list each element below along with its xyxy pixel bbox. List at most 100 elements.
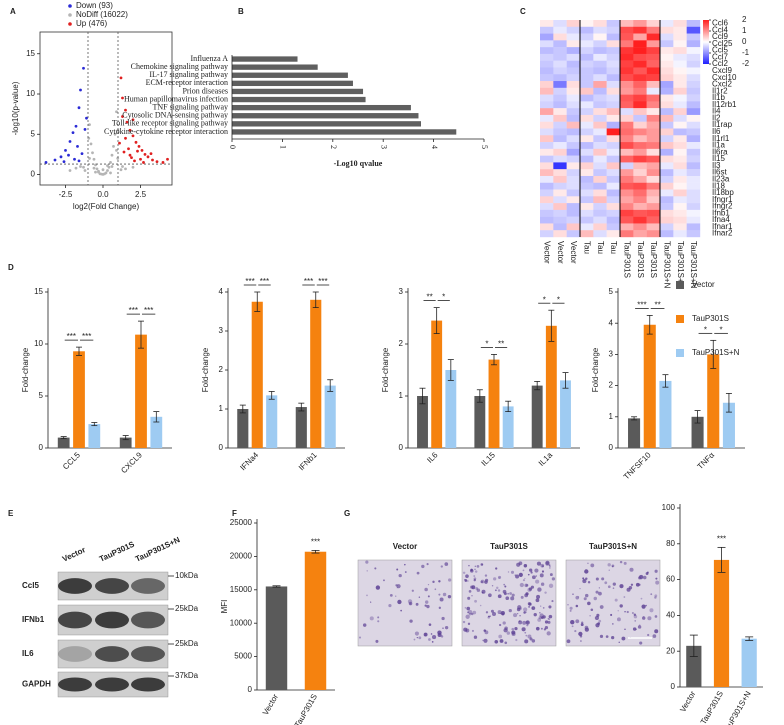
error-bar [254,291,261,312]
cell-stain [579,587,581,590]
heatmap-cell [633,223,647,231]
cell-stain [635,582,640,587]
row-label: Il23a [712,174,730,183]
bar [232,96,366,103]
error-bar [631,416,638,421]
row-label: Ifngr1 [712,195,733,204]
lane-label: TauP301S+N [134,535,182,564]
cell-stain [539,573,544,578]
heatmap-cell [580,108,594,116]
heatmap-cell [593,94,607,102]
y-tick-label: 20 [666,646,675,655]
cell-stain [546,631,551,636]
cell-stain [540,582,545,586]
point [94,170,97,174]
error-bar [725,392,732,413]
error-bar [122,435,129,441]
row-label: Ifnar2 [712,229,733,238]
heatmap-cell [673,108,687,116]
heatmap-cell [606,148,621,156]
heatmap-cell [553,87,567,95]
heatmap-cell [686,53,701,61]
category-label: Cytokine-cytokine receptor interaction [104,127,228,136]
x-tick-label: TNFα [696,450,717,471]
heatmap-cell [566,101,581,109]
heatmap-cell [686,128,701,136]
x-tick-label: Vector [261,692,280,716]
cell-stain [655,577,658,580]
error-bar [717,546,726,573]
cell-stain [607,563,611,567]
point [73,157,76,161]
heatmap-cell [593,53,607,61]
point [116,128,120,132]
legend-swatch [676,281,684,289]
cell-stain [507,592,509,595]
heatmap-cell [673,182,687,190]
heatmap-cell [620,114,634,122]
point [113,132,117,136]
error-bar [745,636,754,641]
row-label: Cxcl9 [712,66,733,75]
cell-stain [490,609,494,613]
cell-stain [495,567,498,570]
heatmap-cell [566,33,581,41]
error-bar [491,353,497,366]
heatmap-cell [593,87,607,95]
bar [722,402,735,448]
blot-band [95,646,129,662]
point [77,106,81,110]
column-label: Tau [596,241,605,254]
cell-stain [432,635,437,640]
y-tick-label: 2 [219,365,224,374]
cell-stain [415,602,419,606]
y-axis-label: -log10(p-value) [11,81,20,135]
heatmap-cell [646,148,661,156]
cell-stain [599,605,604,609]
cell-stain [541,570,545,573]
cell-stain [421,564,425,569]
heatmap-cell [633,20,647,27]
cell-stain [542,606,545,609]
cell-stain [400,609,402,612]
heatmap-cell [580,135,594,143]
heatmap-cell [566,189,581,197]
heatmap-cell [566,148,581,156]
heatmap-cell [606,114,621,122]
significance-label: * [557,295,560,304]
x-tick-label: 5 [480,145,489,149]
heatmap-cell [593,209,607,217]
heatmap-cell [686,20,701,27]
y-tick-label: 3 [399,287,404,296]
heatmap-cell [633,162,647,170]
cell-stain [377,616,380,619]
cell-stain [528,605,531,608]
column-label: Vector [543,241,552,264]
point [88,123,91,127]
point [130,156,133,160]
heatmap-cell [553,60,567,68]
heatmap-cell [566,135,581,143]
heatmap-cell [620,121,634,129]
heatmap-cell [633,189,647,197]
error-bar [153,411,160,423]
heatmap-cell [660,216,674,224]
heatmap-cell [606,162,621,170]
heatmap-cell [593,175,607,183]
heatmap-cell [580,40,594,48]
cell-stain [587,581,591,584]
y-tick-label: 0 [671,682,676,691]
cell-stain [534,568,539,573]
cell-stain [510,596,515,601]
cell-stain [601,577,605,581]
column-label: TauP301S [623,241,632,278]
heatmap-cell [673,101,687,109]
point [134,140,138,144]
heatmap-cell [566,47,581,55]
cell-stain [524,639,529,644]
cell-stain [374,567,377,570]
heatmap-cell [606,209,621,217]
cell-stain [531,575,536,580]
heatmap-cell [686,135,701,143]
